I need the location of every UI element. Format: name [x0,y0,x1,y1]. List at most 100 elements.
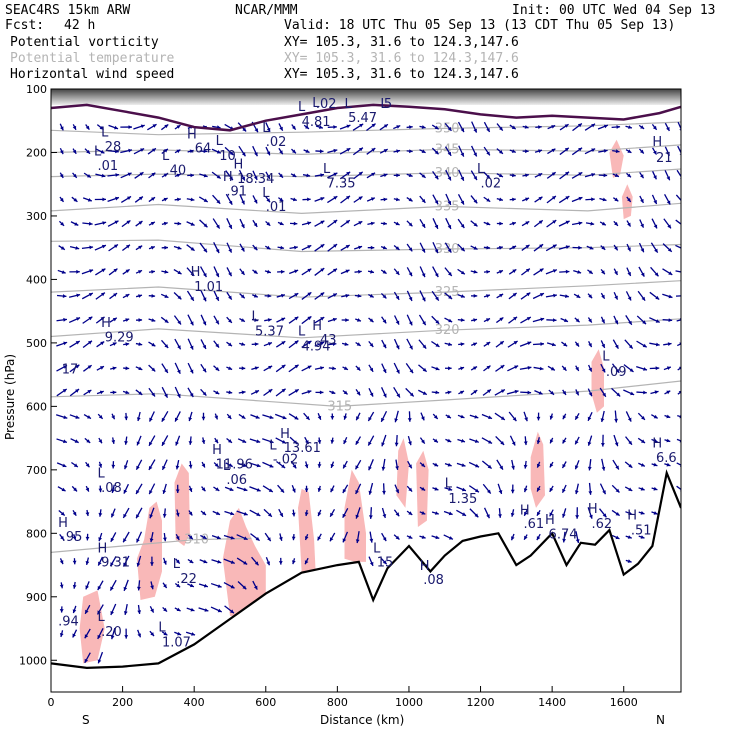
wind-arrow [393,197,400,202]
wind-arrow [626,243,632,252]
wind-arrow [275,388,286,397]
wind-arrow [445,169,452,181]
wind-arrow [148,318,156,322]
wind-arrow [225,193,233,205]
wind-arrow [470,220,478,227]
wind-arrow [380,221,388,226]
wind-arrow [277,245,285,250]
pv-region-5 [344,469,366,562]
wind-arrow [109,342,117,347]
hl-annotation: 18.34 [237,172,274,187]
wind-arrow [107,149,119,154]
wind-arrow [638,266,645,277]
theta-label-335: 335 [435,199,460,214]
wind-arrow [405,387,415,397]
wind-arrow [676,485,681,492]
hl-annotation: H [280,427,290,442]
wind-arrow [161,197,168,202]
wind-arrow [625,125,633,129]
wind-arrow [174,173,181,178]
wind-arrow [498,508,502,518]
hl-annotation: L [101,126,109,141]
wind-arrow [483,245,491,250]
wind-arrow [549,413,554,420]
hl-annotation: L [158,621,166,636]
wind-arrow [585,221,595,226]
wind-arrow [265,146,271,156]
wind-arrow [226,413,232,420]
wind-arrow [252,244,258,251]
wind-arrow [59,606,64,613]
wind-arrow [366,123,376,132]
wind-arrow [559,147,570,156]
wind-arrow [574,341,580,347]
wind-arrow [81,292,94,300]
wind-arrow [549,437,554,444]
wind-arrow [173,268,182,275]
wind-arrow [301,365,312,372]
hl-annotation: .91 [226,185,247,200]
wind-arrow [223,558,235,564]
wind-arrow [72,148,77,155]
terrain-line [51,469,681,670]
wind-arrow [225,462,234,468]
wind-arrow [393,386,401,398]
wind-arrow [327,243,338,252]
wind-arrow [251,342,259,347]
wind-arrow [394,434,399,447]
wind-arrow [600,316,606,324]
wind-arrow [187,558,194,564]
wind-arrow [213,290,220,302]
wind-arrow [122,268,130,275]
wind-arrow [237,438,247,444]
wind-arrow [458,169,465,182]
wind-arrow [535,125,542,129]
wind-arrow [85,581,90,590]
wind-arrow [677,121,681,131]
wind-arrow [367,435,375,446]
theta-label-310: 310 [184,533,209,548]
wind-arrow [380,557,388,565]
wind-arrow [174,411,181,422]
field-name-wind: Horizontal wind speed [10,67,175,82]
wind-arrow [161,172,169,178]
wind-arrow [575,507,580,519]
wind-arrow [494,412,506,421]
wind-arrow [558,195,570,204]
wind-arrow [148,483,156,495]
wind-arrow [315,125,324,129]
wind-arrow [188,510,193,516]
hl-annotation: L [445,477,453,492]
y-tick-label: 400 [26,273,47,286]
wind-arrow [677,414,681,419]
wind-arrow [545,244,557,252]
x-tick-label: 600 [255,696,276,709]
wind-arrow [419,535,426,539]
wind-arrow [124,460,129,470]
wind-arrow [470,342,478,347]
wind-arrow [496,459,504,470]
wind-arrow [214,413,219,420]
wind-arrow [58,220,65,227]
wind-arrow [56,364,68,372]
hl-annotation: 4.81 [302,115,331,130]
wind-arrow [85,124,90,131]
wind-arrow [211,559,222,564]
y-tick-label: 800 [26,527,47,540]
hl-annotation: 9.29 [105,331,134,346]
wind-arrow [161,435,169,447]
wind-arrow [432,218,439,230]
wind-arrow [108,124,119,130]
wind-arrow [613,244,619,251]
wind-arrow [83,172,92,179]
theta-label-315: 315 [327,399,352,414]
wind-arrow [624,461,633,469]
wind-arrow [419,172,426,179]
model-name: SEAC4RS 15km ARW [5,3,131,18]
wind-arrow [367,245,375,250]
wind-arrow [380,292,387,299]
wind-arrow [84,628,91,639]
wind-arrow [664,194,671,205]
wind-arrow [188,436,193,445]
field-name-theta: Potential temperature [10,51,175,66]
